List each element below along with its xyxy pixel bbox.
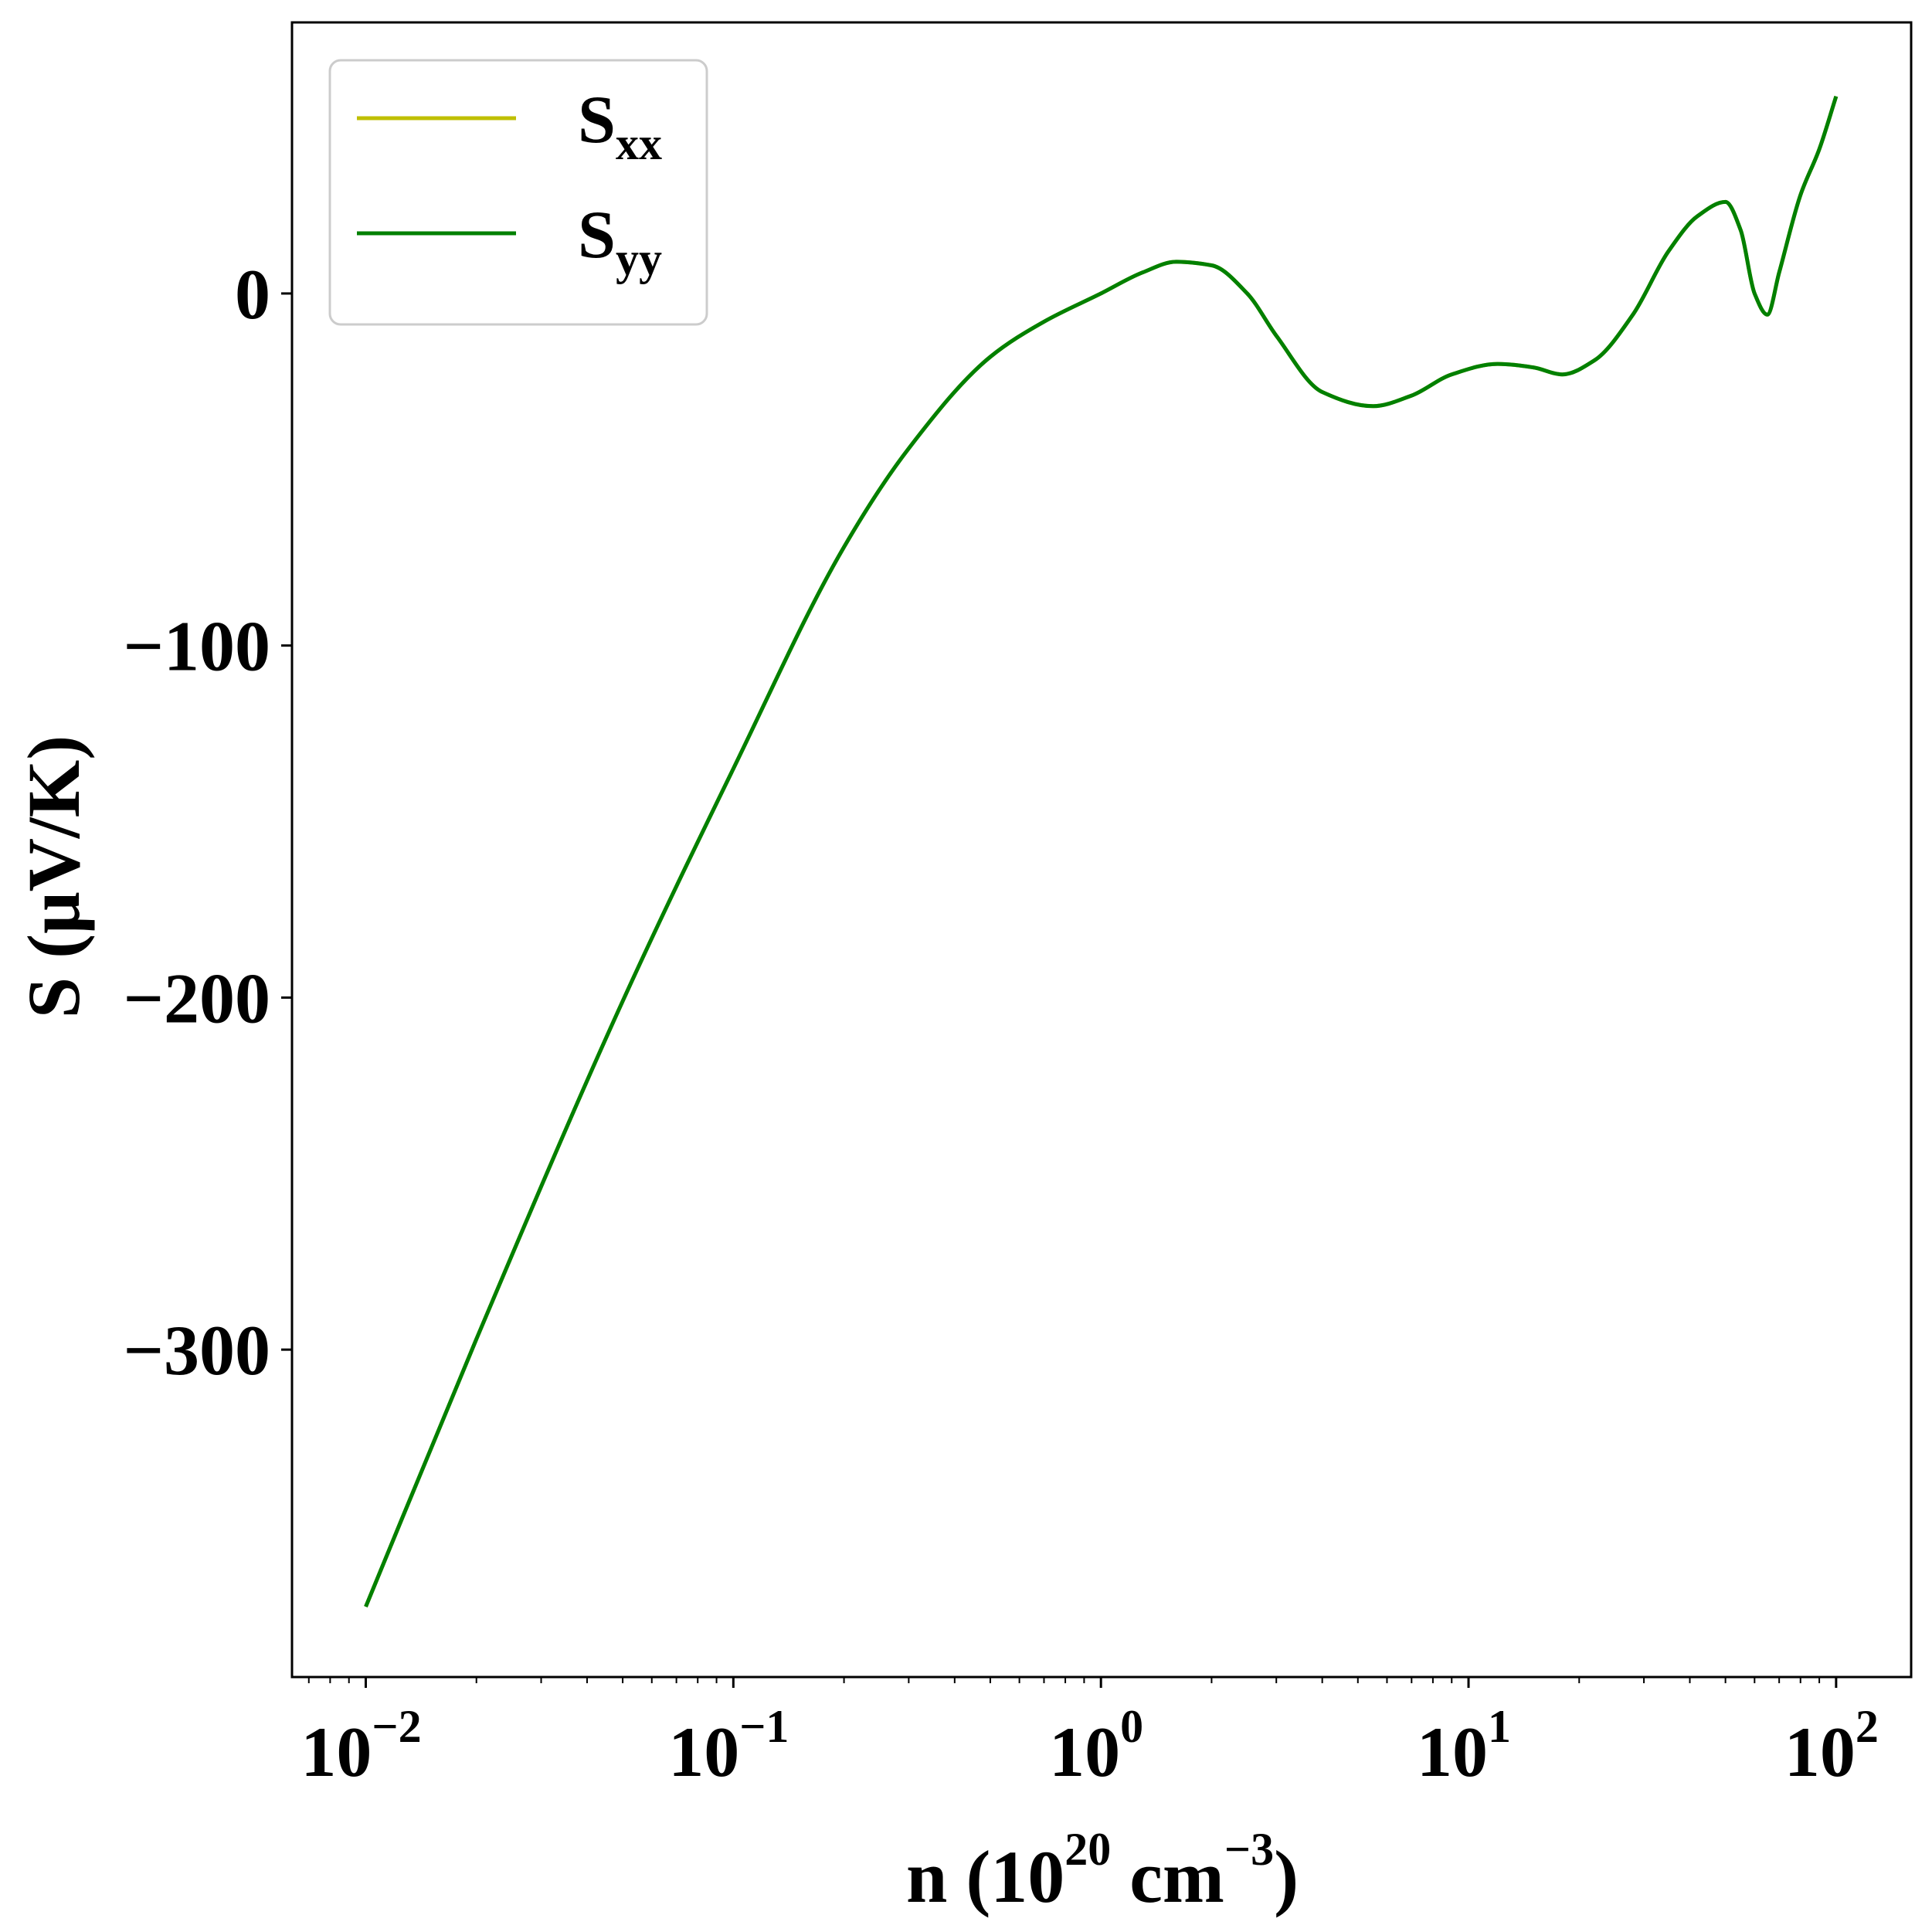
y-tick-label: −300 [124, 1311, 270, 1390]
legend-label-syy: Syy [578, 198, 662, 284]
x-tick-label: 10−1 [668, 1701, 789, 1791]
y-axis-title: S (μV/K) [12, 735, 95, 1018]
axes-ticks [281, 292, 1838, 1688]
legend-box [328, 59, 708, 326]
x-tick-label: 10−2 [300, 1701, 421, 1791]
legend-label-sxx: Sxx [578, 83, 662, 169]
y-tick-label: 0 [235, 255, 270, 334]
series-line-syy [364, 95, 1839, 1608]
x-tick-label: 100 [1049, 1701, 1143, 1791]
series-lines [364, 95, 1839, 1608]
y-tick-label: −100 [124, 607, 270, 686]
legend: Sxx Syy [328, 59, 708, 326]
y-tick-label: −200 [124, 959, 270, 1037]
plot-frame [290, 21, 1913, 1679]
tick-labels: 0 −100 −200 −300 10−2 10−1 100 101 102 [124, 255, 1879, 1791]
x-tick-label: 102 [1784, 1701, 1879, 1791]
x-axis-title: n (1020 cm−3) [906, 1824, 1299, 1918]
x-tick-label: 101 [1417, 1701, 1511, 1791]
